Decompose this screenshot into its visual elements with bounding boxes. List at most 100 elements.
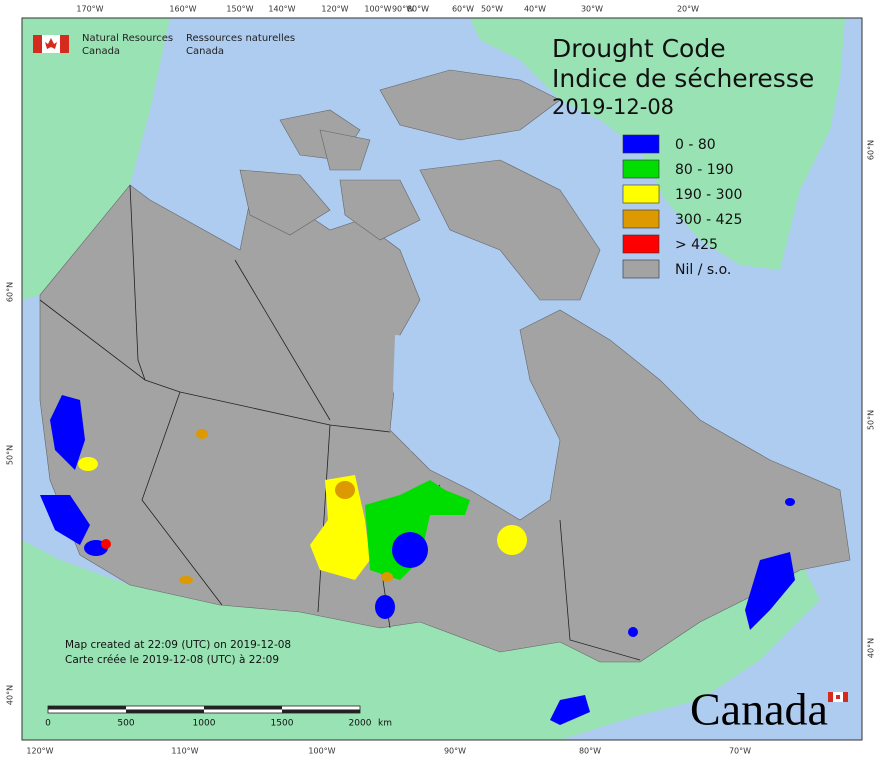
flag-bar (60, 35, 69, 53)
scale-label: 500 (117, 719, 134, 729)
legend-label: > 425 (675, 237, 718, 253)
area (745, 552, 795, 630)
boundary (129, 184, 146, 381)
legend-label: 300 - 425 (675, 212, 742, 228)
logo-text: Ressources naturelles (186, 33, 295, 44)
scale-segment (126, 709, 204, 713)
legend-label: 80 - 190 (675, 162, 734, 178)
area (179, 576, 193, 584)
flag-bar (828, 692, 833, 702)
area (365, 480, 470, 580)
longitude-label: 100°W (308, 747, 335, 756)
area (381, 572, 393, 582)
canada-wordmark: Canada (690, 684, 848, 735)
island (239, 169, 331, 236)
scale-unit: km (378, 719, 392, 729)
area (40, 495, 90, 545)
alaska (22, 18, 170, 300)
scale-bar: km 0 500 1000 1500 2000 (45, 705, 392, 729)
nrcan-logo: Natural Resources Canada Ressources natu… (33, 33, 295, 57)
longitude-label: 80°W (407, 5, 429, 14)
area (310, 475, 370, 580)
logo-text: Natural Resources (82, 33, 173, 44)
boundary (141, 391, 223, 606)
longitude-label: 100°W (364, 5, 391, 14)
longitude-label: 160°W (169, 5, 196, 14)
legend-label: 190 - 300 (675, 187, 742, 203)
area (392, 532, 428, 568)
hudson-bay (393, 335, 545, 482)
island (339, 179, 421, 241)
area (785, 498, 795, 506)
latitude-label: 40°N (867, 638, 876, 658)
maple-leaf (836, 695, 840, 699)
latitude-label: 60°N (6, 282, 15, 302)
title: Drought Code (552, 34, 726, 63)
flag-bar (843, 692, 848, 702)
scale-label: 0 (45, 719, 51, 729)
note: Map created at 22:09 (UTC) on 2019-12-08 (65, 639, 291, 651)
map-frame (21, 17, 863, 741)
usa (22, 540, 820, 740)
scale-segment (204, 706, 282, 710)
longitude-label: 20°W (677, 5, 699, 14)
boundary (234, 259, 331, 421)
area (196, 429, 208, 439)
longitude-label: 150°W (226, 5, 253, 14)
maple-leaf (45, 38, 57, 49)
longitude-label: 170°W (76, 5, 103, 14)
island (379, 69, 561, 141)
area (375, 595, 395, 619)
area (628, 627, 638, 637)
logo-text: Canada (186, 46, 224, 57)
graticule-labels: 170°W 160°W 150°W 140°W 120°W 100°W 90°W80°W 60… (6, 5, 876, 756)
longitude-label: 50°W (481, 5, 503, 14)
area (335, 481, 355, 499)
latitude-label: 60°N (867, 140, 876, 160)
longitude-label: 110°W (171, 747, 198, 756)
area (78, 457, 98, 471)
drought-areas (40, 395, 795, 725)
date: 2019-12-08 (552, 95, 674, 119)
longitude-label: 120°W (26, 747, 53, 756)
longitude-label: 40°W (524, 5, 546, 14)
scale-segment (282, 709, 360, 713)
longitude-label: 90°W (444, 747, 466, 756)
legend: 0 - 80 80 - 190 190 - 300 300 - 425 > 425 Nil… (622, 134, 742, 279)
island (419, 159, 601, 301)
legend-swatch (622, 159, 660, 179)
legend-label: Nil / s.o. (675, 262, 731, 278)
area (497, 525, 527, 555)
subtitle: Indice de sécheresse (552, 64, 814, 93)
legend-label: 0 - 80 (675, 137, 716, 153)
scale-label: 1000 (193, 719, 216, 729)
legend-swatch (622, 134, 660, 154)
longitude-label: 120°W (321, 5, 348, 14)
scale-label: 2000 (349, 719, 372, 729)
frame-border (21, 17, 863, 741)
latitude-label: 40°N (6, 685, 15, 705)
wordmark: Canada (690, 684, 828, 735)
legend-swatch (622, 209, 660, 229)
area (50, 395, 85, 470)
longitude-label: 60°W (452, 5, 474, 14)
area (101, 539, 111, 549)
area (550, 695, 590, 725)
scale-segment (48, 706, 126, 710)
longitude-label: 70°W (729, 747, 751, 756)
boundary (317, 424, 331, 613)
flag-bar (33, 35, 42, 53)
legend-swatch (622, 259, 660, 279)
longitude-label: 80°W (579, 747, 601, 756)
island (319, 129, 371, 171)
latitude-label: 50°N (867, 410, 876, 430)
longitude-label: 30°W (581, 5, 603, 14)
note: Carte créée le 2019-12-08 (UTC) à 22:09 (65, 654, 279, 666)
legend-swatch (622, 234, 660, 254)
boundary (559, 519, 641, 661)
logo-text: Canada (82, 46, 120, 57)
scale-label: 1500 (271, 719, 294, 729)
latitude-label: 50°N (6, 445, 15, 465)
longitude-label: 90°W (392, 5, 414, 14)
